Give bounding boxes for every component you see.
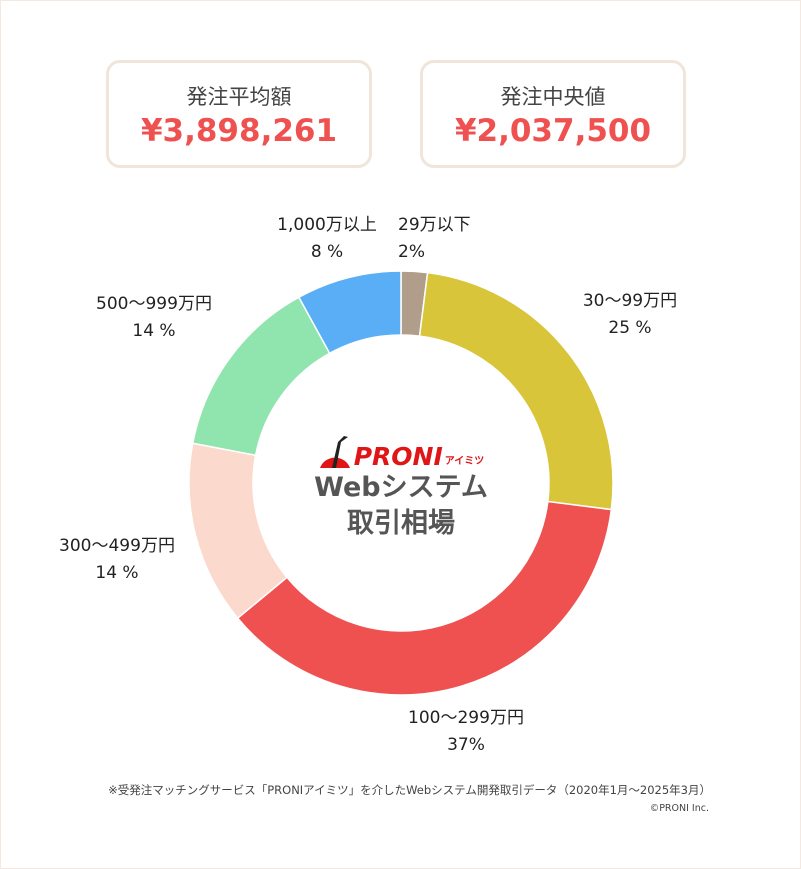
average-order-label: 発注平均額 <box>186 85 292 109</box>
slice-label-30-99: 30〜99万円 25 % <box>582 291 678 338</box>
donut-slice-2 <box>236 500 613 696</box>
median-order-card: 発注中央値 ¥2,037,500 <box>420 60 686 168</box>
slice-label-under29: 29万以下 2% <box>398 215 471 262</box>
copyright: ©PRONI Inc. <box>649 803 709 814</box>
penguin-logo-icon <box>319 436 350 468</box>
proni-logo: PRONI アイミツ <box>301 420 501 470</box>
donut-slice-1 <box>418 271 614 511</box>
slice-label-300-499: 300〜499万円 14 % <box>59 536 175 583</box>
slice-label-1000plus: 1,000万以上 8 % <box>277 215 377 262</box>
median-order-label: 発注中央値 <box>500 85 606 109</box>
average-order-card: 発注平均額 ¥3,898,261 <box>106 60 372 168</box>
chart-title-line2: 取引相場 <box>347 508 455 539</box>
slice-label-500-999: 500〜999万円 14 % <box>96 294 212 341</box>
median-order-value: ¥2,037,500 <box>454 113 652 149</box>
chart-title-line1: Webシステム <box>314 472 488 503</box>
chart-center: PRONI アイミツ Webシステム 取引相場 <box>301 420 501 542</box>
average-order-value: ¥3,898,261 <box>140 113 338 149</box>
donut-slice-5 <box>297 270 402 355</box>
source-note: ※受発注マッチングサービス「PRONIアイミツ」を介したWebシステム開発取引デ… <box>108 783 711 797</box>
slice-label-100-299: 100〜299万円 37% <box>408 708 524 755</box>
